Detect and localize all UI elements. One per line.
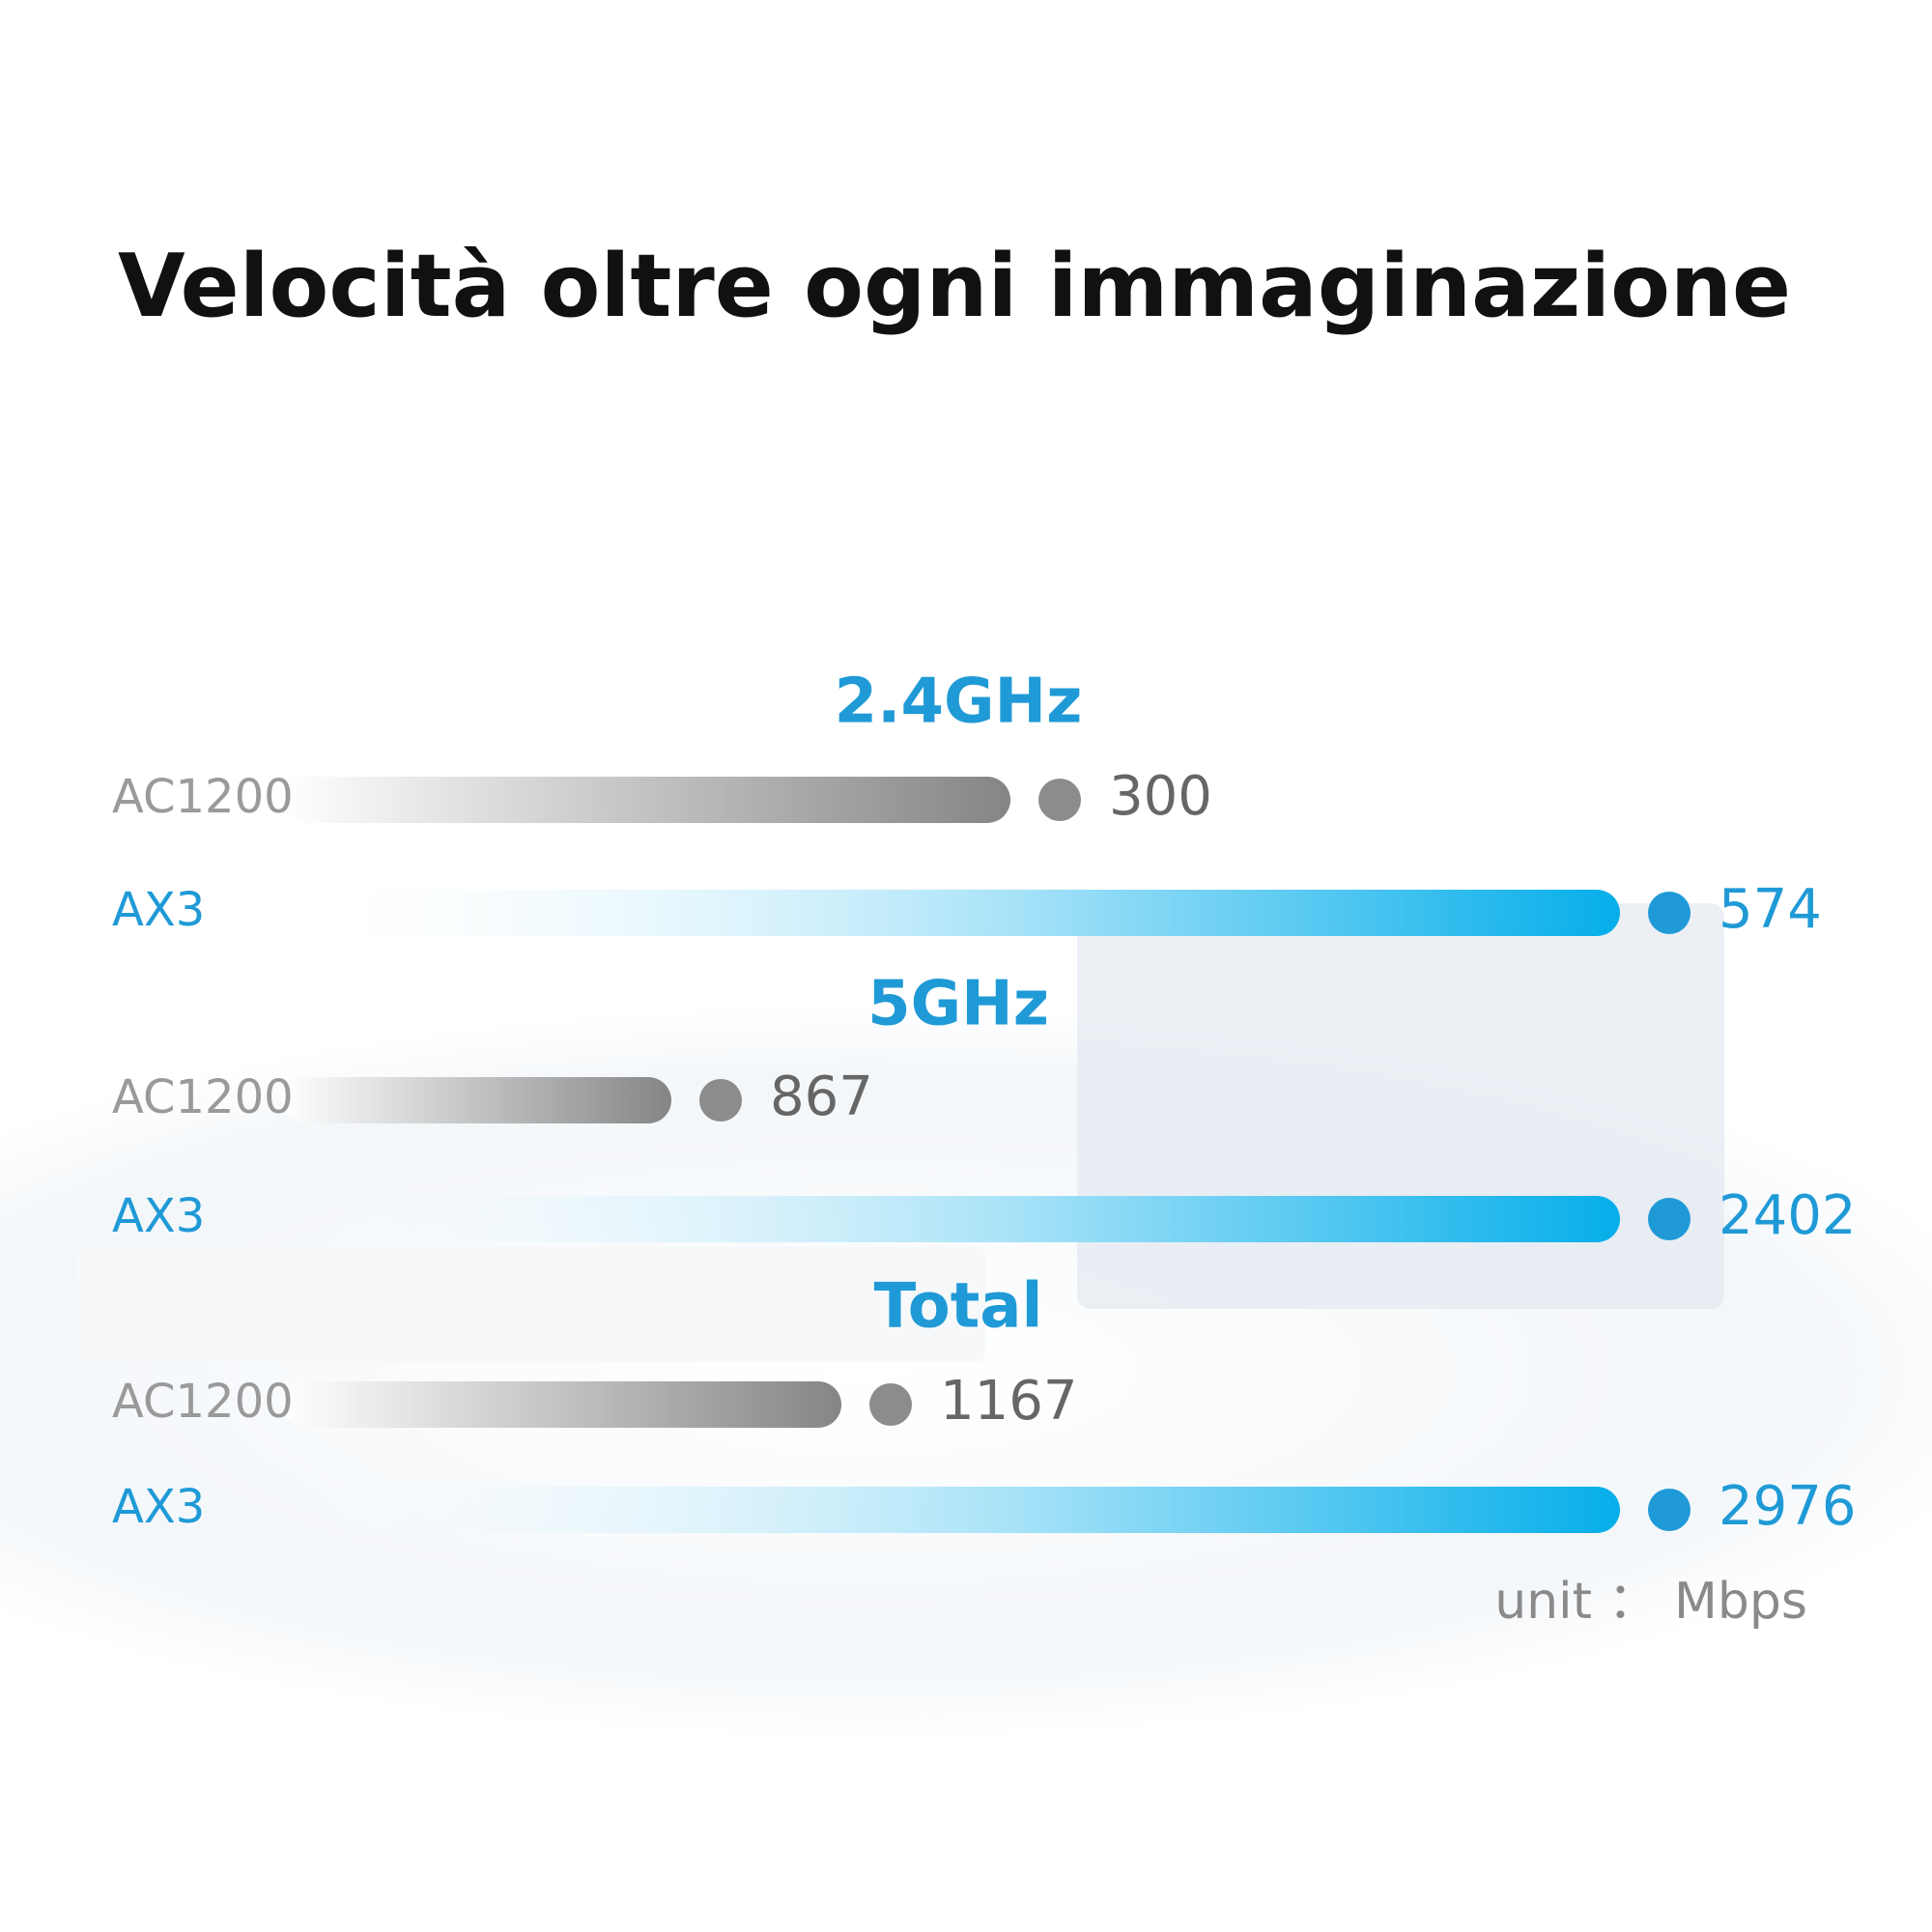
value-dot: [869, 1383, 912, 1426]
row-label: AC1200: [112, 1375, 294, 1429]
background-router: [77, 1246, 985, 1362]
row-label: AX3: [112, 1189, 205, 1243]
section-heading: 2.4GHz: [835, 667, 1083, 738]
row-label: AX3: [112, 883, 205, 937]
row-value: 300: [1109, 765, 1212, 828]
speed-bar: [283, 1196, 1620, 1242]
value-dot: [1038, 779, 1081, 821]
row-label: AC1200: [112, 770, 294, 824]
row-value: 867: [770, 1065, 873, 1128]
unit-note: unit ： Mbps: [1494, 1573, 1807, 1631]
row-value: 574: [1719, 878, 1822, 941]
row-label: AX3: [112, 1480, 205, 1534]
value-dot: [1648, 1489, 1690, 1531]
speed-bar: [283, 1381, 841, 1428]
value-dot: [1648, 892, 1690, 934]
speed-bar: [283, 777, 1010, 823]
title: Velocità oltre ogni immaginazione: [118, 236, 1791, 337]
row-value: 2976: [1719, 1475, 1857, 1538]
row-label: AC1200: [112, 1070, 294, 1124]
speed-bar: [283, 890, 1620, 936]
row-value: 2402: [1719, 1184, 1857, 1247]
value-dot: [699, 1079, 742, 1122]
section-heading: Total: [874, 1271, 1043, 1343]
speed-bar: [283, 1077, 671, 1123]
section-heading: 5GHz: [867, 969, 1049, 1040]
background-tablet: [1077, 903, 1724, 1309]
row-value: 1167: [940, 1370, 1078, 1433]
speed-bar: [283, 1487, 1620, 1533]
value-dot: [1648, 1198, 1690, 1240]
